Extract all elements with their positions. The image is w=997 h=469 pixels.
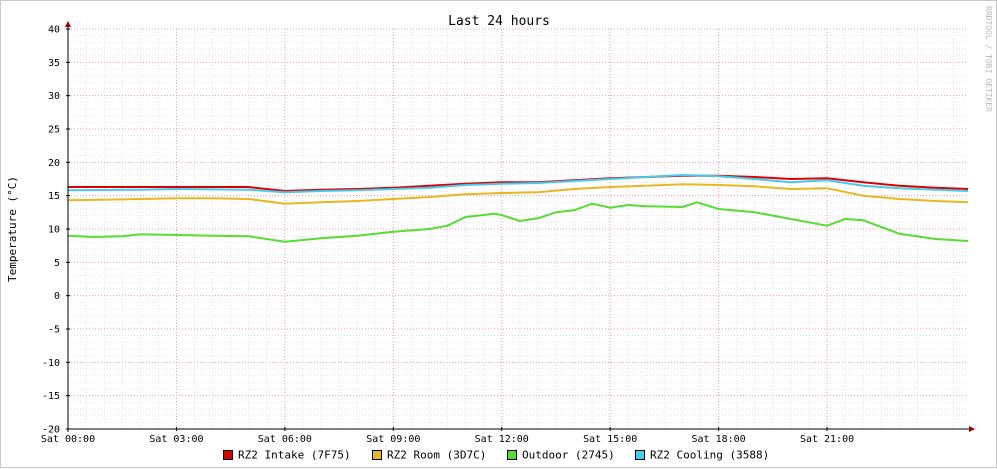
y-tick-label: 10 [48,225,60,236]
y-tick-label: -5 [48,325,60,336]
x-tick-label: Sat 06:00 [258,434,312,445]
legend-item-1: RZ2 Room (3D7C) [372,449,486,462]
y-tick-labels: 40 35 30 25 20 15 10 5 0 -5 -10 -15 -20 [42,25,60,436]
legend-swatch [635,450,645,460]
x-tick-label: Sat 03:00 [149,434,203,445]
rrdtool-watermark: RRDTOOL / TOBI OETIKER [984,6,993,112]
series-line-1 [67,183,969,205]
y-tick-label: 0 [54,291,60,302]
y-tick-label: 5 [54,258,60,269]
y-tick-label: 15 [48,191,60,202]
series-line-2 [67,201,969,243]
y-axis-label: Temperature (°C) [6,176,19,282]
legend-swatch [507,450,517,460]
y-axis-arrow-icon [65,21,71,27]
legend-label: RZ2 Room (3D7C) [387,449,486,462]
x-tick-label: Sat 18:00 [692,434,746,445]
y-tick-label: 35 [48,58,60,69]
y-tick-label: -10 [42,358,60,369]
legend: RZ2 Intake (7F75) RZ2 Room (3D7C) Outdoor … [223,449,769,462]
axes [65,21,975,432]
x-tick-labels: Sat 00:00 Sat 03:00 Sat 06:00 Sat 09:00 Sat … [41,434,854,445]
y-tick-label: 20 [48,158,60,169]
legend-label: RZ2 Intake (7F75) [238,449,351,462]
y-tick-label: -20 [42,425,60,436]
x-tick-label: Sat 12:00 [475,434,529,445]
y-tick-label: 40 [48,25,60,36]
legend-item-0: RZ2 Intake (7F75) [223,449,351,462]
legend-item-2: Outdoor (2745) [507,449,615,462]
x-tick-label: Sat 21:00 [800,434,854,445]
y-tick-label: 25 [48,125,60,136]
legend-label: RZ2 Cooling (3588) [650,449,769,462]
x-tick-label: Sat 00:00 [41,434,95,445]
y-tick-label: 30 [48,91,60,102]
legend-swatch [223,450,233,460]
x-axis-arrow-icon [969,426,975,432]
chart-title: Last 24 hours [448,14,550,29]
legend-swatch [372,450,382,460]
legend-item-3: RZ2 Cooling (3588) [635,449,769,462]
x-tick-label: Sat 15:00 [583,434,637,445]
series-line-3 [67,174,969,194]
x-tick-label: Sat 09:00 [366,434,420,445]
y-tick-label: -15 [42,391,60,402]
series-layer [67,174,969,243]
legend-label: Outdoor (2745) [522,449,615,462]
